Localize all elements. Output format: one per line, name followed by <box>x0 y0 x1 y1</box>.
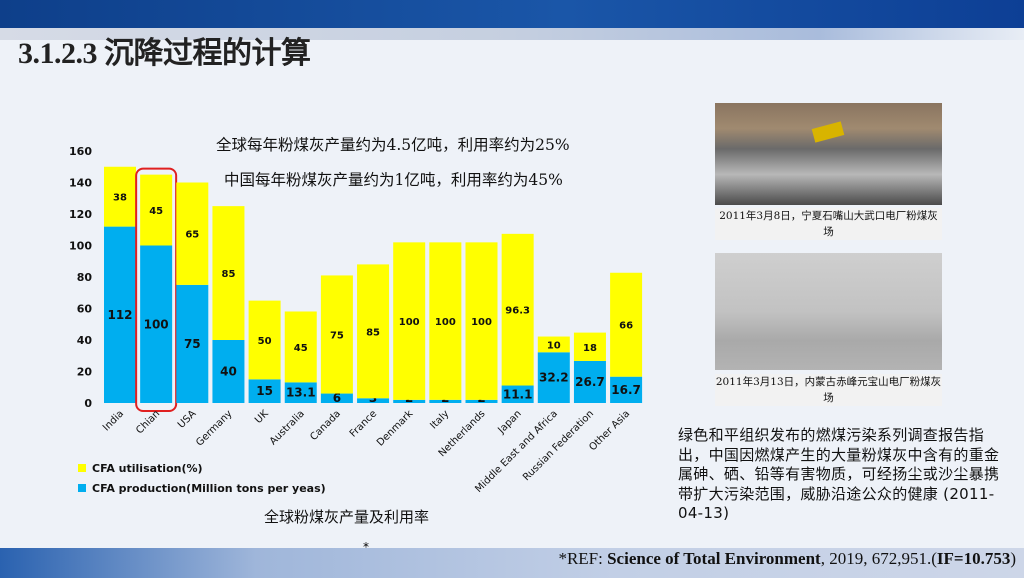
china-note: 中国每年粉煤灰产量约为1亿吨，利用率约为45% <box>224 171 563 189</box>
bar-segment <box>610 272 643 377</box>
bar-segment <box>212 340 245 403</box>
truck-icon <box>811 121 845 143</box>
bar-segment <box>357 398 390 403</box>
description-text: 绿色和平组织发布的燃煤污染系列调查报告指出，中国因燃煤产生的大量粉煤灰中含有的重… <box>678 426 1000 522</box>
bar-segment <box>501 385 534 403</box>
x-tick-label: India <box>101 408 126 433</box>
data-label: 100 <box>399 317 420 328</box>
legend-item-utilisation: CFA utilisation(%) <box>78 459 326 479</box>
y-tick-label: 100 <box>69 240 92 253</box>
bar-segment <box>104 226 136 403</box>
data-label: 16.7 <box>611 383 641 397</box>
bar-segment <box>104 166 136 227</box>
ash-yard-photo-2 <box>715 253 942 370</box>
x-tick-label: Australia <box>268 408 307 447</box>
bar-segment <box>573 332 606 361</box>
data-label: 100 <box>471 317 492 328</box>
x-tick-label: Italy <box>428 408 451 431</box>
bar-segment <box>212 206 245 340</box>
bar-segment <box>140 245 173 403</box>
x-tick-label: UK <box>253 408 271 426</box>
bar-segment <box>284 382 317 403</box>
y-tick-label: 140 <box>69 177 92 190</box>
data-label: 13.1 <box>286 386 316 400</box>
x-tick-label: Canada <box>308 408 343 443</box>
legend-item-production: CFA production(Million tons per yeas) <box>78 479 326 499</box>
x-tick-label: Denmark <box>375 408 415 448</box>
y-tick-label: 120 <box>69 208 92 221</box>
bar-segment <box>537 336 570 353</box>
data-label: 40 <box>220 365 237 379</box>
data-label: 18 <box>583 343 597 354</box>
global-note: 全球每年粉煤灰产量约为4.5亿吨，利用率约为25% <box>216 136 570 154</box>
data-label: 100 <box>144 317 169 331</box>
y-tick-label: 0 <box>84 397 92 410</box>
legend: CFA utilisation(%) CFA production(Millio… <box>78 459 326 499</box>
data-label: 85 <box>221 269 235 280</box>
x-tick-label: Japan <box>496 408 524 436</box>
highlight-box <box>135 167 178 412</box>
y-tick-label: 80 <box>77 271 93 284</box>
x-tick-label: Russian Federation <box>521 408 596 483</box>
photo-caption-1: 2011年3月8日，宁夏石嘴山大武口电厂粉煤灰场 <box>715 208 942 240</box>
data-label: 75 <box>184 337 201 351</box>
data-label: 66 <box>619 321 633 332</box>
bar-segment <box>357 264 390 399</box>
footnote-star: * <box>363 540 369 554</box>
bar-segment <box>501 233 534 386</box>
data-label: 75 <box>330 330 344 341</box>
bar-segment <box>429 242 462 400</box>
photo-caption-2: 2011年3月13日，内蒙古赤峰元宝山电厂粉煤灰场 <box>715 374 942 406</box>
bar-segment <box>537 352 570 403</box>
ash-yard-photo-1 <box>715 103 942 205</box>
bar-segment <box>465 242 498 400</box>
data-label: 10 <box>547 340 561 351</box>
x-tick-label: Chian <box>134 408 162 436</box>
bar-segment <box>320 275 353 394</box>
bar-segment <box>610 376 643 403</box>
data-label: 112 <box>107 308 132 322</box>
bar-segment <box>176 284 209 403</box>
bar-segment <box>140 174 173 246</box>
data-label: 32.2 <box>539 371 569 385</box>
data-label: 100 <box>435 317 456 328</box>
bar-segment <box>465 399 498 403</box>
data-label: 85 <box>366 327 380 338</box>
data-label: 65 <box>185 230 199 241</box>
data-label: 11.1 <box>503 387 533 401</box>
bar-segment <box>393 399 426 403</box>
legend-swatch <box>78 464 86 472</box>
data-label: 38 <box>113 193 127 204</box>
data-label: 6 <box>333 391 341 405</box>
bar-segment <box>573 360 606 403</box>
bar-segment <box>429 399 462 403</box>
y-tick-label: 160 <box>69 145 92 158</box>
bar-segment <box>320 393 353 403</box>
bar-segment <box>284 311 317 383</box>
x-tick-label: Germany <box>194 408 234 448</box>
y-tick-label: 40 <box>77 334 93 347</box>
chart-title: 全球粉煤灰产量及利用率 <box>264 508 430 526</box>
y-tick-label: 60 <box>77 303 93 316</box>
bar-segment <box>248 379 281 403</box>
bar-segment <box>393 242 426 400</box>
data-label: 15 <box>256 384 273 398</box>
data-label: 96.3 <box>505 306 530 317</box>
bar-segment <box>176 182 209 285</box>
slide-title: 3.1.2.3 沉降过程的计算 <box>18 37 311 70</box>
footer-band <box>0 548 1024 578</box>
data-label: 45 <box>294 343 308 354</box>
x-tick-label: France <box>348 408 379 439</box>
y-tick-label: 20 <box>77 366 93 379</box>
legend-swatch <box>78 484 86 492</box>
data-label: 50 <box>258 336 272 347</box>
data-label: 45 <box>149 206 163 217</box>
reference: *REF: Science of Total Environment, 2019… <box>558 549 1016 568</box>
x-tick-label: USA <box>176 408 199 431</box>
bar-segment <box>248 300 281 380</box>
data-label: 26.7 <box>575 375 605 389</box>
